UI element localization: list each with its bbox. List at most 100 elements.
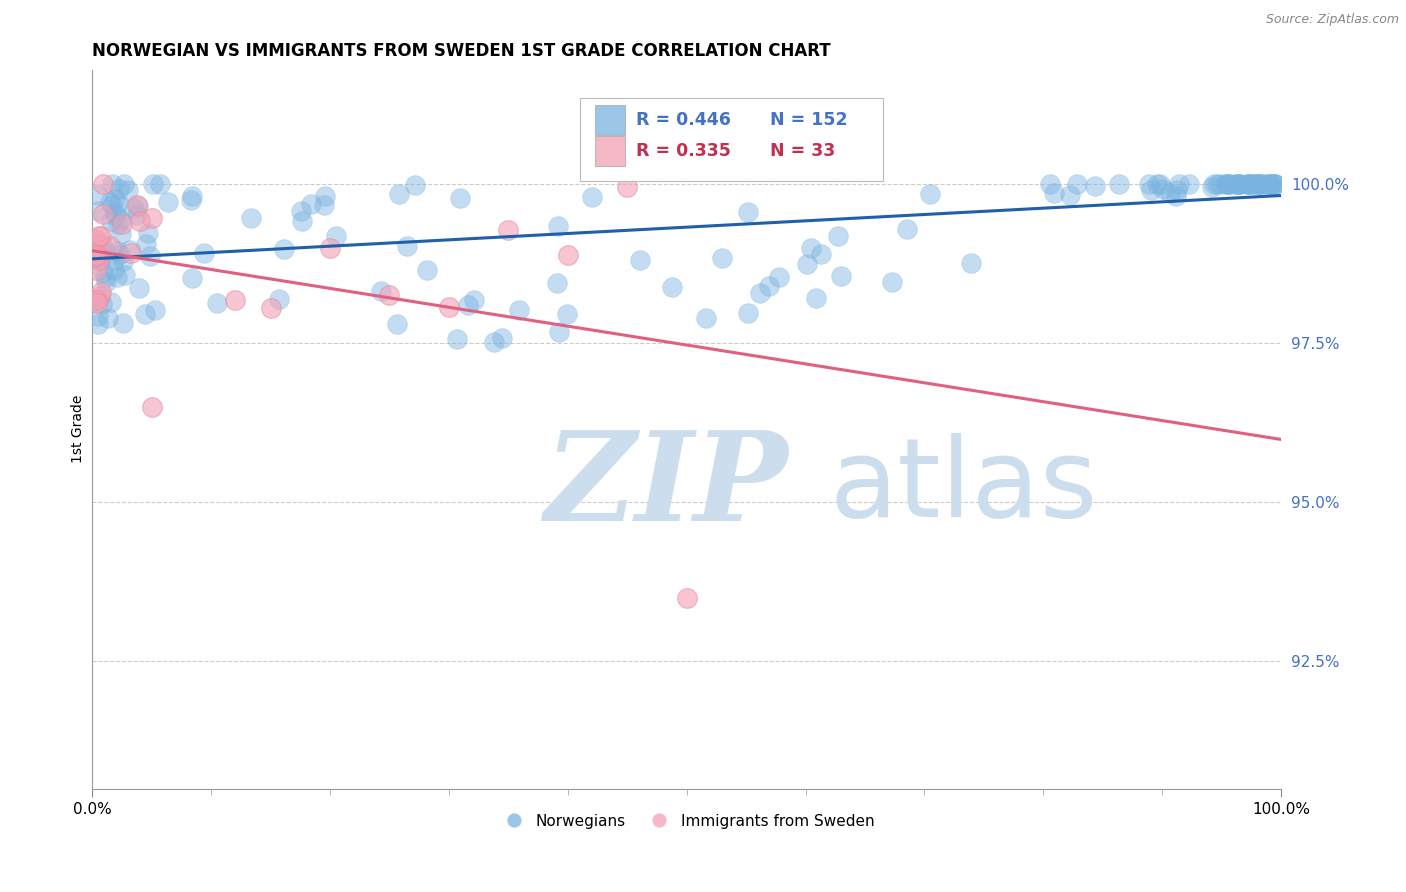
- Point: [111, 316, 134, 330]
- Point: [87, 229, 110, 244]
- Point: [120, 243, 142, 257]
- Point: [90, 229, 112, 244]
- Point: [1249, 177, 1271, 191]
- Point: [768, 269, 790, 284]
- Point: [312, 198, 335, 212]
- Point: [90, 285, 112, 299]
- Point: [290, 204, 312, 219]
- Point: [498, 223, 520, 237]
- Point: [463, 293, 485, 307]
- Point: [1219, 177, 1241, 191]
- Point: [193, 246, 215, 260]
- Point: [1229, 177, 1251, 191]
- Text: NORWEGIAN VS IMMIGRANTS FROM SWEDEN 1ST GRADE CORRELATION CHART: NORWEGIAN VS IMMIGRANTS FROM SWEDEN 1ST …: [93, 42, 831, 60]
- Point: [437, 301, 460, 315]
- Point: [1159, 186, 1181, 200]
- Point: [125, 208, 148, 222]
- Point: [90, 237, 112, 252]
- Point: [1225, 177, 1247, 191]
- Point: [141, 211, 163, 226]
- Point: [107, 195, 129, 210]
- Point: [87, 317, 110, 331]
- Point: [84, 262, 107, 277]
- Point: [98, 239, 121, 253]
- Point: [84, 293, 107, 308]
- Point: [100, 198, 122, 212]
- Point: [96, 245, 118, 260]
- Point: [758, 278, 780, 293]
- Point: [91, 265, 114, 279]
- Point: [1226, 177, 1249, 191]
- Point: [920, 186, 942, 201]
- Point: [1225, 177, 1247, 191]
- Point: [1059, 188, 1081, 202]
- Point: [299, 197, 322, 211]
- Point: [142, 177, 165, 191]
- Text: atlas: atlas: [830, 434, 1098, 540]
- Point: [378, 287, 401, 301]
- Point: [1084, 178, 1107, 193]
- Text: N = 152: N = 152: [770, 111, 848, 129]
- Point: [1237, 177, 1260, 191]
- Point: [156, 194, 179, 209]
- Point: [1216, 177, 1239, 191]
- Point: [111, 253, 134, 268]
- Point: [84, 233, 107, 247]
- Point: [1264, 177, 1286, 191]
- Point: [91, 207, 114, 221]
- Point: [446, 332, 468, 346]
- Point: [547, 325, 569, 339]
- Point: [127, 199, 149, 213]
- Point: [314, 189, 336, 203]
- Point: [87, 203, 110, 218]
- Point: [1168, 177, 1191, 191]
- Point: [1216, 177, 1239, 191]
- Point: [1243, 177, 1265, 191]
- Y-axis label: 1st Grade: 1st Grade: [72, 395, 86, 463]
- Point: [86, 238, 108, 252]
- Point: [1260, 177, 1282, 191]
- Point: [1137, 177, 1160, 191]
- Point: [711, 251, 734, 265]
- Point: [1256, 177, 1278, 191]
- Point: [695, 310, 717, 325]
- Point: [127, 198, 149, 212]
- Point: [86, 296, 108, 310]
- Text: N = 33: N = 33: [770, 142, 835, 160]
- Point: [449, 191, 471, 205]
- Point: [404, 178, 426, 193]
- Point: [1227, 177, 1250, 191]
- Point: [86, 250, 108, 264]
- Point: [114, 268, 136, 282]
- Point: [1066, 177, 1088, 191]
- Point: [224, 293, 246, 308]
- Point: [1261, 177, 1284, 191]
- Point: [616, 180, 638, 194]
- Point: [104, 192, 127, 206]
- Point: [91, 297, 114, 311]
- Point: [104, 206, 127, 220]
- Point: [122, 201, 145, 215]
- FancyBboxPatch shape: [595, 136, 624, 166]
- Point: [555, 307, 578, 321]
- FancyBboxPatch shape: [595, 105, 624, 135]
- Point: [101, 177, 124, 191]
- Point: [880, 275, 903, 289]
- Point: [1216, 177, 1239, 191]
- Point: [1152, 182, 1174, 196]
- Point: [416, 263, 439, 277]
- Point: [1241, 177, 1264, 191]
- Point: [111, 217, 134, 231]
- Point: [1257, 177, 1279, 191]
- Point: [94, 275, 117, 289]
- Point: [810, 247, 832, 261]
- Point: [547, 219, 569, 233]
- Point: [110, 247, 132, 261]
- Point: [1246, 177, 1268, 191]
- Point: [180, 193, 202, 207]
- Point: [135, 237, 157, 252]
- Point: [1264, 177, 1286, 191]
- Point: [181, 271, 204, 285]
- Point: [108, 181, 131, 195]
- Point: [1258, 177, 1281, 191]
